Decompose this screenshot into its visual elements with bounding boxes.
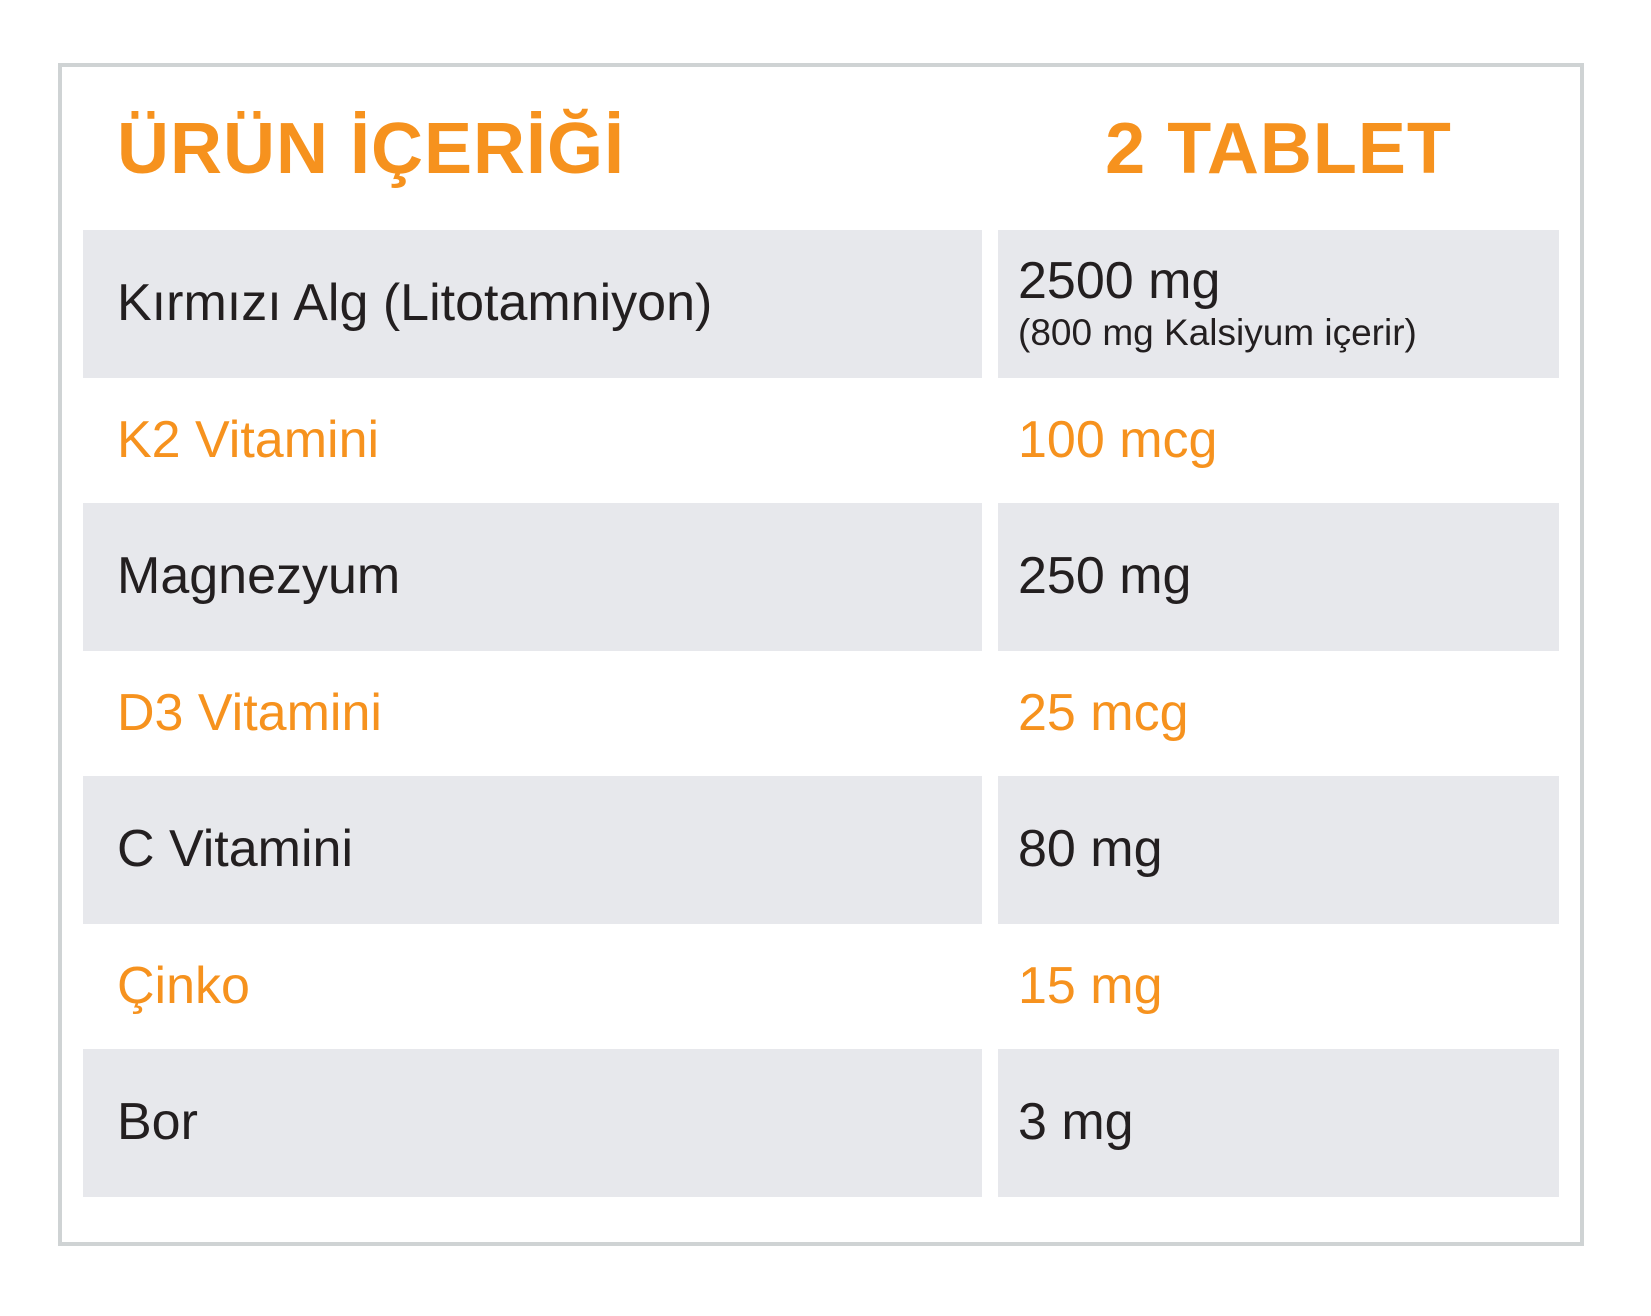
value-amount: 15 mg [1018,956,1163,1015]
value-amount: 2500 mg [1018,252,1221,311]
table-header: ÜRÜN İÇERİĞİ 2 TABLET [83,67,1559,230]
ingredient-value: 2500 mg (800 mg Kalsiyum içerir) [998,230,1559,378]
table-row: Magnezyum 250 mg [83,503,1559,651]
value-amount: 100 mcg [1018,410,1218,469]
table-rows: Kırmızı Alg (Litotamniyon) 2500 mg (800 mg… [83,230,1559,1197]
table-row: Çinko 15 mg [83,924,1559,1049]
ingredient-label: Bor [83,1049,982,1197]
ingredient-label: C Vitamini [83,776,982,924]
ingredient-value: 15 mg [998,924,1559,1049]
ingredient-label: D3 Vitamini [117,683,382,742]
ingredient-label: Kırmızı Alg (Litotamniyon) [83,230,982,378]
ingredient-value: 3 mg [998,1049,1559,1197]
ingredient-value: 80 mg [998,776,1559,924]
value-amount: 80 mg [1018,820,1163,879]
ingredient-value: 100 mcg [998,378,1559,503]
table-row: C Vitamini 80 mg [83,776,1559,924]
table-row: D3 Vitamini 25 mcg [83,651,1559,776]
table-row: K2 Vitamini 100 mcg [83,378,1559,503]
ingredients-card: ÜRÜN İÇERİĞİ 2 TABLET Kırmızı Alg (Litot… [58,63,1584,1246]
ingredient-label: Çinko [117,956,250,1015]
value-amount: 25 mcg [1018,683,1189,742]
ingredients-card-inner: ÜRÜN İÇERİĞİ 2 TABLET Kırmızı Alg (Litot… [62,67,1580,1197]
value-note: (800 mg Kalsiyum içerir) [1018,312,1417,354]
ingredient-label: K2 Vitamini [117,410,380,469]
value-amount: 250 mg [1018,547,1192,606]
value-amount: 3 mg [1018,1093,1134,1152]
table-title: ÜRÜN İÇERİĞİ [117,108,626,189]
serving-size-header: 2 TABLET [1105,108,1452,189]
table-row: Bor 3 mg [83,1049,1559,1197]
ingredient-label: Magnezyum [83,503,982,651]
table-row: Kırmızı Alg (Litotamniyon) 2500 mg (800 mg… [83,230,1559,378]
ingredient-value: 25 mcg [998,651,1559,776]
ingredient-value: 250 mg [998,503,1559,651]
